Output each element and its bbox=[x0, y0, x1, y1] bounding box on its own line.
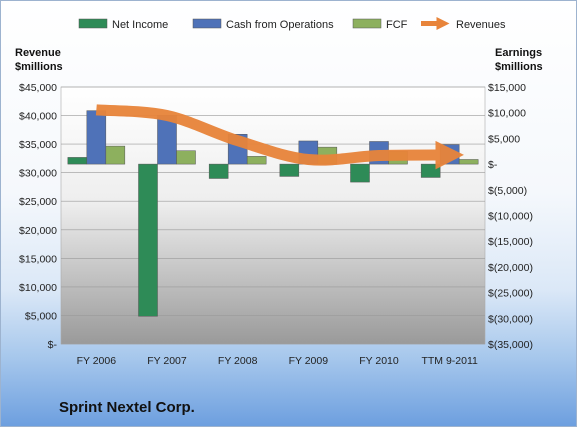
legend-label-net-income: Net Income bbox=[112, 19, 168, 31]
x-tick-label: FY 2010 bbox=[359, 355, 399, 367]
left-tick-label: $5,000 bbox=[25, 310, 57, 322]
x-tick-label: TTM 9-2011 bbox=[421, 355, 478, 367]
right-axis-title: Earnings bbox=[495, 47, 542, 59]
legend-label-fcf: FCF bbox=[386, 19, 408, 31]
legend-label-cash-from-operations: Cash from Operations bbox=[226, 19, 334, 31]
left-tick-label: $- bbox=[48, 339, 58, 351]
bar-net-income bbox=[350, 163, 370, 183]
bar-fcf bbox=[176, 150, 196, 165]
right-tick-label: $(25,000) bbox=[488, 288, 533, 300]
right-tick-label: $5,000 bbox=[488, 133, 520, 145]
legend-swatch-fcf bbox=[352, 18, 382, 29]
left-tick-label: $30,000 bbox=[19, 168, 57, 180]
bar-fcf bbox=[105, 145, 126, 165]
left-axis-title: Revenue bbox=[15, 47, 61, 59]
legend-swatch-net-income bbox=[78, 18, 108, 29]
left-axis-title: $millions bbox=[15, 61, 63, 73]
x-tick-label: FY 2007 bbox=[147, 355, 187, 367]
left-tick-label: $35,000 bbox=[19, 139, 57, 151]
bar-net-income bbox=[208, 163, 229, 179]
right-tick-label: $(20,000) bbox=[488, 262, 533, 274]
bar-net-income bbox=[420, 163, 441, 178]
x-tick-label: FY 2009 bbox=[289, 355, 329, 367]
bar-net-income bbox=[67, 157, 88, 165]
left-tick-label: $40,000 bbox=[19, 111, 57, 123]
x-tick-label: FY 2008 bbox=[218, 355, 258, 367]
right-tick-label: $(5,000) bbox=[488, 185, 527, 197]
x-tick-label: FY 2006 bbox=[77, 355, 117, 367]
left-tick-label: $25,000 bbox=[19, 196, 57, 208]
right-tick-label: $10,000 bbox=[488, 108, 526, 120]
legend-swatch-cash-from-operations bbox=[192, 18, 222, 29]
bar-fcf bbox=[458, 159, 479, 165]
plot-area bbox=[60, 86, 486, 345]
left-tick-label: $20,000 bbox=[19, 225, 57, 237]
revenues-line bbox=[95, 104, 464, 170]
left-tick-label: $10,000 bbox=[19, 282, 57, 294]
bar-fcf bbox=[246, 156, 267, 165]
company-name: Sprint Nextel Corp. bbox=[59, 399, 195, 416]
left-tick-label: $15,000 bbox=[19, 253, 57, 265]
right-tick-label: $15,000 bbox=[488, 82, 526, 94]
bar-cash-from-operations bbox=[86, 110, 107, 165]
bar-net-income bbox=[138, 163, 158, 317]
right-tick-label: $(30,000) bbox=[488, 313, 533, 325]
right-axis-title: $millions bbox=[495, 61, 543, 73]
left-tick-label: $45,000 bbox=[19, 82, 57, 94]
right-tick-label: $- bbox=[488, 159, 498, 171]
right-tick-label: $(15,000) bbox=[488, 236, 533, 248]
bar-net-income bbox=[279, 163, 300, 177]
legend-label-revenues: Revenues bbox=[456, 19, 506, 31]
right-tick-label: $(35,000) bbox=[488, 339, 533, 351]
right-tick-label: $(10,000) bbox=[488, 211, 533, 223]
